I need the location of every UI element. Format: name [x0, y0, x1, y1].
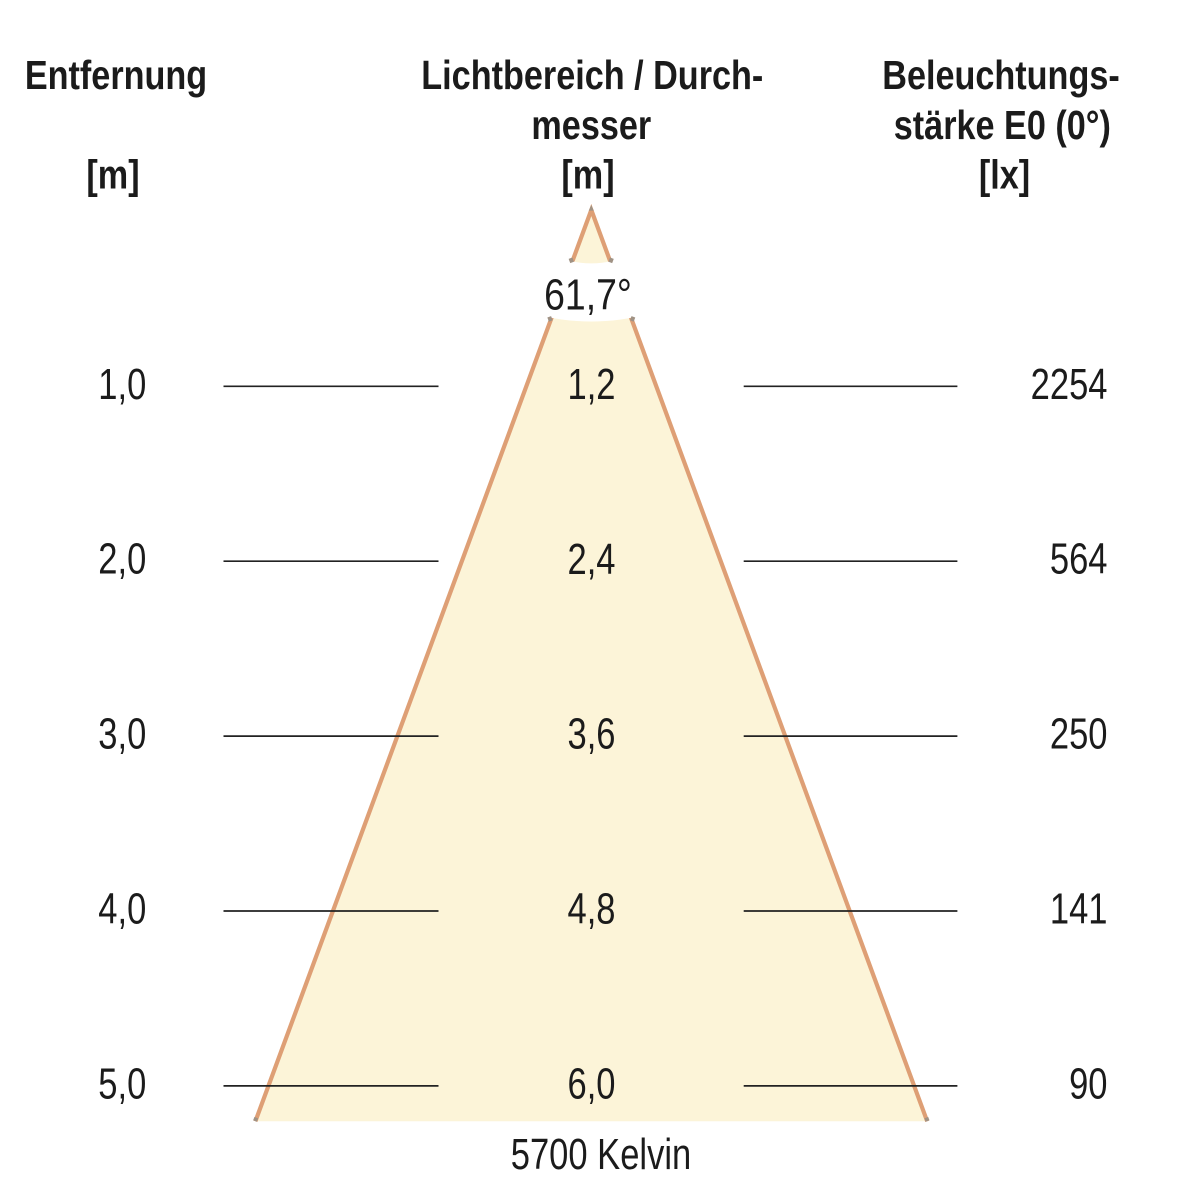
svg-text:4,8: 4,8 [567, 885, 615, 934]
svg-text:6,0: 6,0 [567, 1060, 615, 1109]
svg-text:90: 90 [1069, 1059, 1107, 1108]
svg-text:[lx]: [lx] [979, 153, 1030, 199]
svg-text:1,0: 1,0 [98, 360, 146, 409]
svg-text:messer: messer [531, 103, 651, 149]
svg-text:5,0: 5,0 [98, 1059, 146, 1108]
svg-text:141: 141 [1050, 885, 1108, 934]
svg-text:stärke E0 (0°): stärke E0 (0°) [894, 103, 1111, 149]
svg-text:2,4: 2,4 [567, 535, 615, 584]
svg-text:5700 Kelvin: 5700 Kelvin [511, 1130, 691, 1179]
svg-text:3,0: 3,0 [98, 710, 146, 759]
svg-text:3,6: 3,6 [567, 710, 615, 759]
svg-text:Entfernung: Entfernung [25, 53, 207, 99]
svg-text:2,0: 2,0 [98, 535, 146, 584]
svg-text:4,0: 4,0 [98, 885, 146, 934]
svg-text:2254: 2254 [1031, 360, 1108, 409]
svg-text:[m]: [m] [561, 153, 614, 199]
svg-text:[m]: [m] [86, 153, 139, 199]
svg-text:Lichtbereich / Durch-: Lichtbereich / Durch- [421, 53, 763, 99]
svg-text:61,7°: 61,7° [544, 269, 632, 319]
svg-text:564: 564 [1050, 535, 1108, 584]
svg-text:1,2: 1,2 [567, 360, 615, 409]
svg-text:250: 250 [1050, 710, 1108, 759]
svg-text:Beleuchtungs-: Beleuchtungs- [882, 53, 1119, 99]
